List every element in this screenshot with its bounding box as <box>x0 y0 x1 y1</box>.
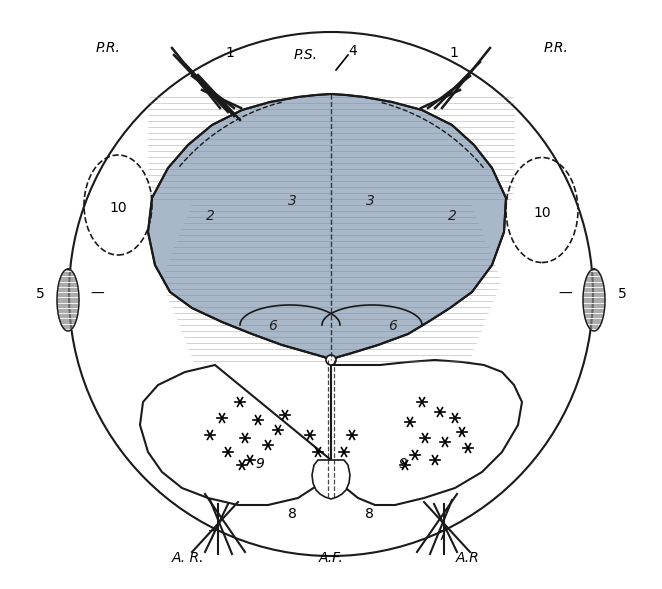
Text: A.F.: A.F. <box>318 551 344 565</box>
Text: 6: 6 <box>388 319 397 333</box>
Polygon shape <box>331 360 522 505</box>
Text: 9: 9 <box>398 457 407 471</box>
Text: 8: 8 <box>288 507 297 521</box>
Text: 9: 9 <box>255 457 264 471</box>
Text: 3: 3 <box>287 194 297 208</box>
Text: 10: 10 <box>109 201 127 215</box>
Polygon shape <box>583 269 605 331</box>
Text: 1: 1 <box>449 46 458 60</box>
Text: 2: 2 <box>448 209 456 223</box>
Text: 7: 7 <box>208 529 216 543</box>
Text: P.R.: P.R. <box>95 41 120 55</box>
Polygon shape <box>140 365 331 505</box>
Text: 3: 3 <box>365 194 375 208</box>
Circle shape <box>326 355 336 365</box>
Text: 10: 10 <box>533 206 551 220</box>
Text: 1: 1 <box>225 46 234 60</box>
Text: 7: 7 <box>438 529 447 543</box>
Text: P.R.: P.R. <box>544 41 569 55</box>
Text: 8: 8 <box>365 507 374 521</box>
Text: —: — <box>90 287 104 301</box>
Text: 2: 2 <box>206 209 214 223</box>
Text: A.R: A.R <box>456 551 480 565</box>
Text: 6: 6 <box>268 319 277 333</box>
Polygon shape <box>312 460 350 499</box>
Polygon shape <box>148 94 506 360</box>
Text: 4: 4 <box>348 44 357 58</box>
Text: 5: 5 <box>36 287 44 301</box>
Polygon shape <box>57 269 79 331</box>
Text: —: — <box>558 287 572 301</box>
Text: A. R.: A. R. <box>171 551 205 565</box>
Text: 5: 5 <box>618 287 626 301</box>
Text: P.S.: P.S. <box>294 48 318 62</box>
